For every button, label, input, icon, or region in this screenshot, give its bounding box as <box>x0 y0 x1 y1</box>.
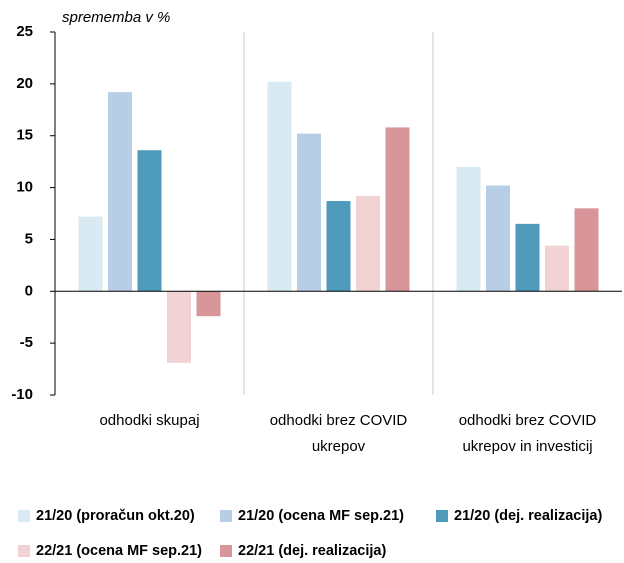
bar <box>297 133 321 292</box>
y-tick-label: 15 <box>16 127 33 144</box>
legend-swatch <box>18 510 30 522</box>
bar <box>167 291 191 363</box>
bar <box>545 245 569 292</box>
y-tick-label: 20 <box>16 75 33 92</box>
y-axis-label: sprememba v % <box>62 9 170 26</box>
x-tick-label: odhodki brez COVID <box>270 412 408 429</box>
bar <box>356 195 380 292</box>
bar <box>456 166 481 292</box>
legend-swatch <box>220 545 232 557</box>
legend-label: 21/20 (proračun okt.20) <box>36 508 195 524</box>
bar <box>196 291 221 317</box>
bar <box>574 208 599 292</box>
bar <box>385 127 410 292</box>
x-tick-label: ukrepov in investicij <box>462 438 592 455</box>
bar <box>486 185 510 292</box>
y-tick-label: -10 <box>11 386 33 403</box>
bar <box>515 223 540 292</box>
y-tick-label: 0 <box>25 282 33 299</box>
x-tick-label: ukrepov <box>312 438 366 455</box>
legend-swatch <box>18 545 30 557</box>
x-tick-label: odhodki skupaj <box>99 412 199 429</box>
legend-label: 21/20 (ocena MF sep.21) <box>238 508 404 524</box>
legend-label: 22/21 (ocena MF sep.21) <box>36 543 202 559</box>
bar <box>108 92 132 292</box>
y-tick-label: 25 <box>16 23 33 40</box>
bar <box>137 150 162 292</box>
y-tick-label: -5 <box>20 334 33 351</box>
legend-swatch <box>436 510 448 522</box>
x-tick-label: odhodki brez COVID <box>459 412 597 429</box>
legend-swatch <box>220 510 232 522</box>
bar <box>267 81 292 292</box>
legend-label: 21/20 (dej. realizacija) <box>454 508 602 524</box>
y-tick-label: 5 <box>25 230 33 247</box>
y-tick-label: 10 <box>16 179 33 196</box>
legend-label: 22/21 (dej. realizacija) <box>238 543 386 559</box>
bar <box>326 201 351 292</box>
bar <box>78 216 103 292</box>
